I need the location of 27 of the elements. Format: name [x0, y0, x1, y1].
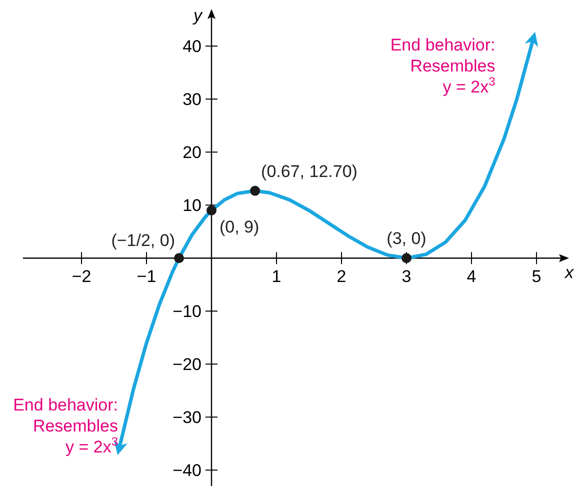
point — [402, 253, 412, 264]
y-axis-title: y — [192, 6, 204, 25]
annotation: (−1/2, 0) — [111, 231, 175, 250]
x-tick-label: 3 — [402, 267, 412, 286]
annotation: End behavior: Resembles y = 2x$^{3}$ — [13, 395, 118, 456]
point — [206, 205, 216, 216]
y-tick-label: 20 — [182, 143, 202, 162]
x-tick-label: 2 — [336, 267, 346, 286]
y-tick-label: −30 — [172, 408, 202, 428]
annotation: End behavior: Resembles y = 2x$^{3}$ — [390, 36, 496, 97]
y-tick-label: −40 — [172, 461, 202, 480]
y-tick-label: −20 — [172, 355, 202, 374]
x-tick-label: 1 — [272, 267, 282, 286]
x-axis-title: x — [564, 263, 574, 282]
y-tick-label: 40 — [182, 37, 202, 56]
point — [250, 186, 260, 196]
y-tick-label: −10 — [172, 302, 202, 322]
x-tick-label: −1 — [136, 267, 156, 286]
annotation: (0, 9) — [220, 217, 260, 236]
annotation: (0.67, 12.70) — [261, 162, 358, 181]
x-tick-label: −2 — [72, 267, 92, 286]
x-tick-label: 5 — [532, 267, 542, 286]
point — [174, 253, 184, 264]
annotation: (3, 0) — [386, 229, 426, 248]
y-tick-label: 10 — [182, 196, 202, 216]
x-tick-label: 4 — [466, 267, 476, 286]
y-tick-label: 30 — [182, 90, 202, 110]
